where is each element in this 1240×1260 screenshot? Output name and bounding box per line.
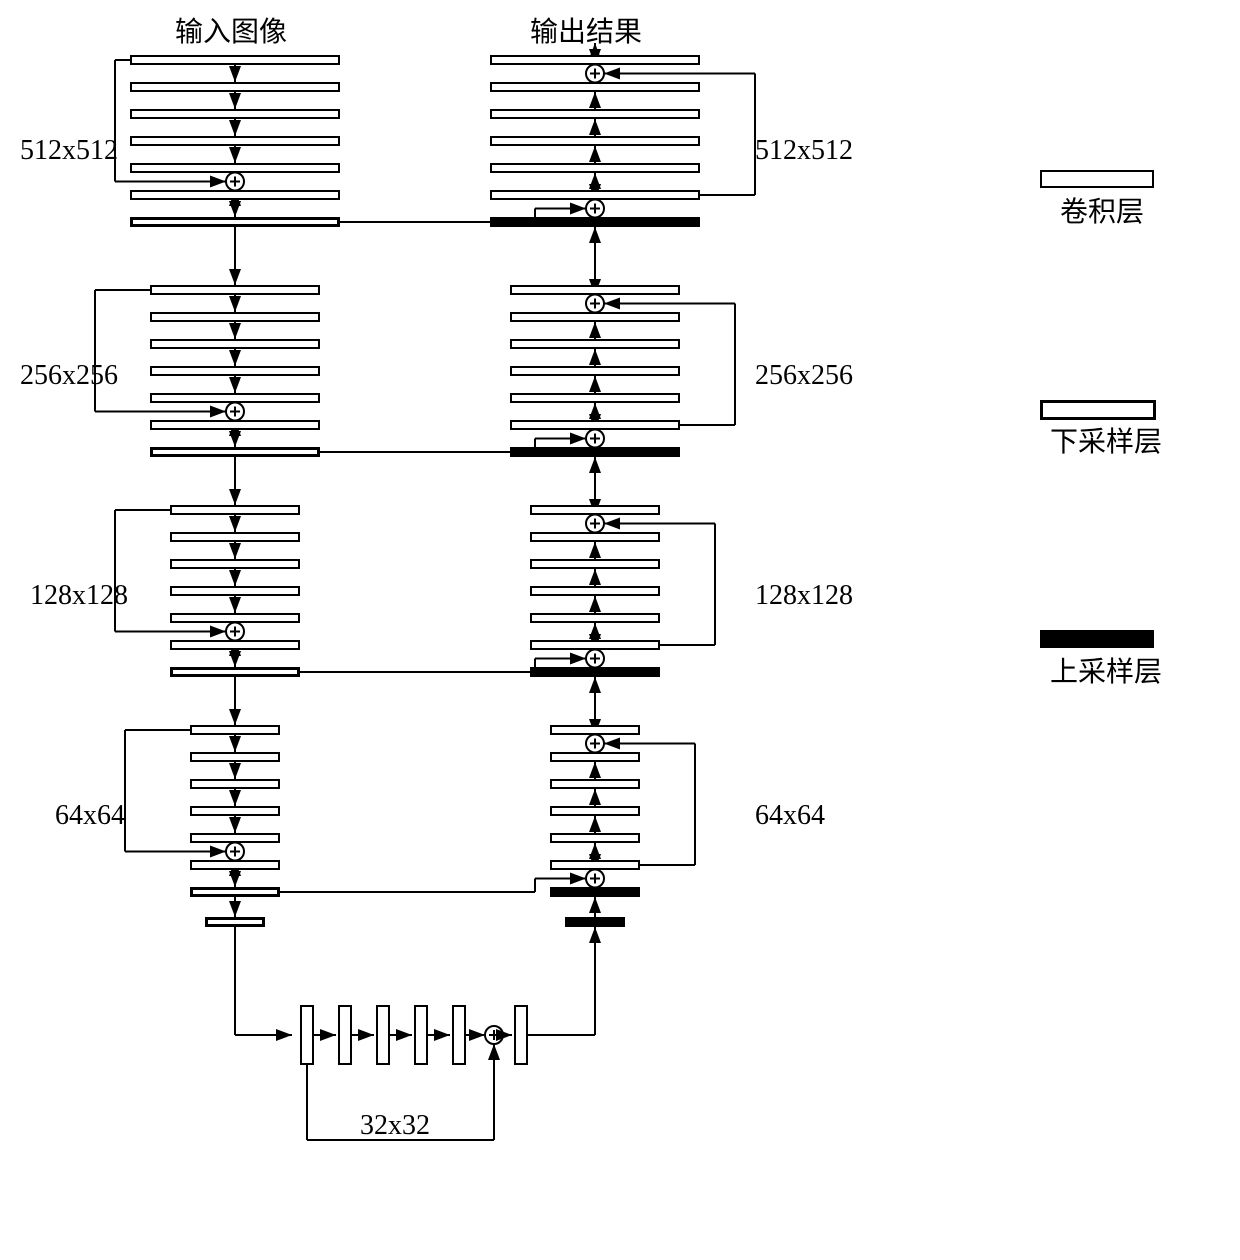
title-input: 输入图像: [175, 10, 287, 50]
layer-bar: [530, 613, 660, 623]
layer-bar: [510, 339, 680, 349]
layer-bar: [190, 779, 280, 789]
layer-bar: [190, 887, 280, 897]
layer-bar: [490, 109, 700, 119]
layer-bar: [550, 806, 640, 816]
layer-bar: [300, 1005, 314, 1065]
layer-bar: [205, 917, 265, 927]
layer-bar: [530, 559, 660, 569]
enc-size-0: 512x512: [20, 135, 118, 167]
layer-bar: [190, 833, 280, 843]
layer-bar: [170, 505, 300, 515]
layer-bar: [530, 640, 660, 650]
layer-bar: [530, 586, 660, 596]
layer-bar: [490, 217, 700, 227]
legend-conv-label: 卷积层: [1060, 190, 1144, 230]
layer-bar: [414, 1005, 428, 1065]
layer-bar: [150, 393, 320, 403]
layer-bar: [150, 420, 320, 430]
layer-bar: [376, 1005, 390, 1065]
layer-bar: [150, 447, 320, 457]
legend-downsample-box: [1040, 400, 1156, 420]
layer-bar: [550, 779, 640, 789]
enc-size-2: 128x128: [30, 580, 128, 612]
layer-bar: [150, 312, 320, 322]
layer-bar: [490, 190, 700, 200]
layer-bar: [550, 833, 640, 843]
layer-bar: [170, 586, 300, 596]
layer-bar: [150, 285, 320, 295]
layer-bar: [130, 163, 340, 173]
layer-bar: [510, 447, 680, 457]
layer-bar: [190, 806, 280, 816]
layer-bar: [550, 752, 640, 762]
layer-bar: [190, 860, 280, 870]
layer-bar: [170, 613, 300, 623]
layer-bar: [490, 55, 700, 65]
layer-bar: [530, 532, 660, 542]
layer-bar: [170, 532, 300, 542]
title-output: 输出结果: [530, 10, 642, 50]
legend-conv-box: [1040, 170, 1154, 188]
layer-bar: [530, 505, 660, 515]
layer-bar: [338, 1005, 352, 1065]
layer-bar: [510, 393, 680, 403]
layer-bar: [130, 217, 340, 227]
legend-upsample-label: 上采样层: [1050, 650, 1162, 690]
layer-bar: [510, 420, 680, 430]
layer-bar: [490, 82, 700, 92]
layer-bar: [550, 725, 640, 735]
layer-bar: [530, 667, 660, 677]
enc-size-3: 64x64: [55, 800, 125, 832]
layer-bar: [150, 339, 320, 349]
layer-bar: [170, 559, 300, 569]
legend-upsample-box: [1040, 630, 1154, 648]
bottleneck-size: 32x32: [360, 1110, 430, 1142]
layer-bar: [130, 82, 340, 92]
layer-bar: [550, 860, 640, 870]
layer-bar: [452, 1005, 466, 1065]
enc-size-1: 256x256: [20, 360, 118, 392]
layer-bar: [510, 285, 680, 295]
layer-bar: [550, 887, 640, 897]
layer-bar: [514, 1005, 528, 1065]
legend-downsample-label: 下采样层: [1050, 420, 1162, 460]
layer-bar: [190, 752, 280, 762]
layer-bar: [130, 190, 340, 200]
layer-bar: [170, 640, 300, 650]
layer-bar: [170, 667, 300, 677]
layer-bar: [150, 366, 320, 376]
layer-bar: [130, 109, 340, 119]
dec-size-1: 256x256: [755, 360, 853, 392]
dec-size-3: 64x64: [755, 800, 825, 832]
layer-bar: [130, 55, 340, 65]
diagram-canvas: 输入图像 输出结果 卷积层 下采样层 上采样层 512x512 256x256 …: [0, 0, 1240, 1260]
layer-bar: [565, 917, 625, 927]
layer-bar: [190, 725, 280, 735]
dec-size-0: 512x512: [755, 135, 853, 167]
layer-bar: [490, 136, 700, 146]
layer-bar: [510, 312, 680, 322]
layer-bar: [490, 163, 700, 173]
dec-size-2: 128x128: [755, 580, 853, 612]
layer-bar: [130, 136, 340, 146]
layer-bar: [510, 366, 680, 376]
